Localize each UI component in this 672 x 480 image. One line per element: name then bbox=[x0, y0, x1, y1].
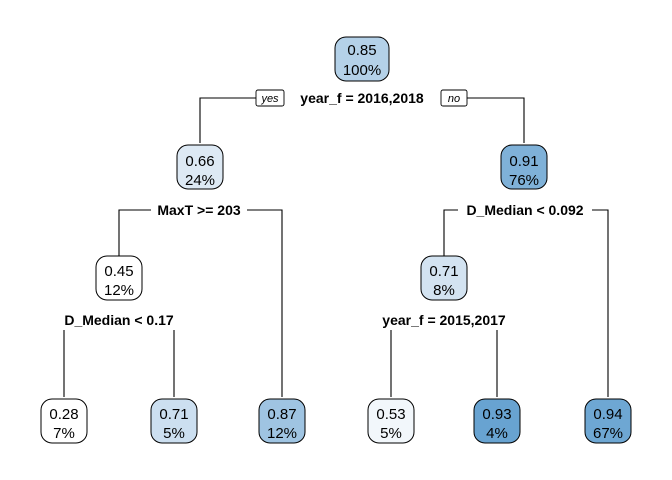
split-label-root: year_f = 2016,2018 bbox=[300, 90, 424, 106]
split-label-right-left: year_f = 2015,2017 bbox=[382, 312, 506, 328]
node-value: 0.71 bbox=[159, 406, 188, 423]
node-value: 0.71 bbox=[429, 263, 458, 280]
node-percent: 8% bbox=[433, 282, 455, 299]
node-value: 0.87 bbox=[267, 406, 296, 423]
edge-right-rightleft bbox=[443, 209, 458, 256]
node-percent: 5% bbox=[163, 425, 185, 442]
node-percent: 12% bbox=[267, 425, 297, 442]
tree-node-left: 0.66 24% bbox=[176, 144, 224, 190]
node-percent: 24% bbox=[185, 172, 215, 189]
edge-root-left bbox=[199, 97, 256, 143]
tree-leaf-6: 0.94 67% bbox=[584, 398, 632, 444]
edge-right-leaf6 bbox=[592, 209, 609, 397]
node-percent: 7% bbox=[53, 425, 75, 442]
tree-node-left-left: 0.45 12% bbox=[95, 255, 143, 301]
split-label-left-left: D_Median < 0.17 bbox=[64, 312, 174, 328]
tree-edges bbox=[63, 97, 609, 397]
yes-label: yes bbox=[260, 93, 279, 105]
node-value: 0.28 bbox=[49, 406, 78, 423]
no-label: no bbox=[448, 93, 460, 105]
tree-node-root: 0.85 100% bbox=[334, 36, 390, 82]
tree-node-right-left: 0.71 8% bbox=[420, 255, 468, 301]
node-value: 0.85 bbox=[347, 42, 376, 59]
node-value: 0.91 bbox=[509, 153, 538, 170]
node-percent: 67% bbox=[593, 425, 623, 442]
tree-leaf-4: 0.53 5% bbox=[367, 398, 415, 444]
no-tag: no bbox=[440, 89, 468, 107]
split-label-left: MaxT >= 203 bbox=[157, 202, 240, 218]
tree-node-right: 0.91 76% bbox=[500, 144, 548, 190]
node-value: 0.94 bbox=[593, 406, 622, 423]
node-value: 0.66 bbox=[185, 153, 214, 170]
node-value: 0.53 bbox=[376, 406, 405, 423]
node-percent: 5% bbox=[380, 425, 402, 442]
yes-tag: yes bbox=[255, 89, 285, 107]
split-label-right: D_Median < 0.092 bbox=[466, 202, 583, 218]
node-value: 0.45 bbox=[104, 263, 133, 280]
tree-leaf-1: 0.28 7% bbox=[40, 398, 88, 444]
node-value: 0.93 bbox=[482, 406, 511, 423]
node-percent: 76% bbox=[509, 172, 539, 189]
edge-left-leftleft bbox=[118, 209, 151, 256]
edge-root-right bbox=[467, 97, 525, 143]
tree-leaf-3: 0.87 12% bbox=[258, 398, 306, 444]
node-percent: 100% bbox=[343, 62, 381, 79]
edge-left-leaf3 bbox=[247, 209, 283, 397]
tree-leaf-5: 0.93 4% bbox=[473, 398, 521, 444]
node-percent: 12% bbox=[104, 282, 134, 299]
node-percent: 4% bbox=[486, 425, 508, 442]
tree-leaf-2: 0.71 5% bbox=[150, 398, 198, 444]
